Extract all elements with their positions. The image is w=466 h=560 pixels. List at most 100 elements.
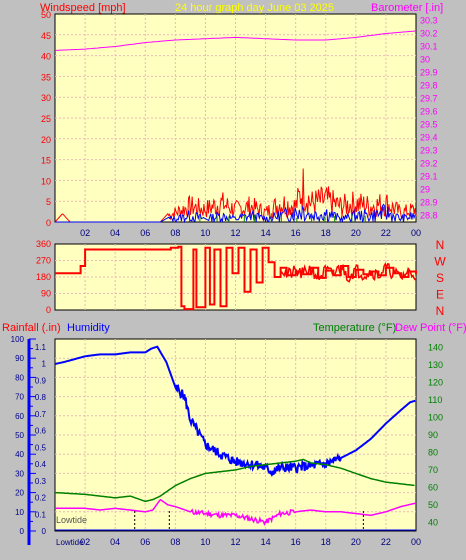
humidity-y-tick-label: 100 (11, 335, 25, 344)
compass-label: S (436, 271, 444, 285)
humidity-y-tick-label: 60 (15, 412, 24, 421)
humidity-y-tick-label: 50 (15, 431, 24, 440)
baro-y-tick-label: 29.7 (420, 94, 438, 104)
temperature-y-tick-label: 120 (428, 378, 443, 388)
wind-y-tick-label: 25 (41, 114, 51, 124)
humidity-y-tick-label: 90 (15, 354, 24, 363)
lowtide-label-axis: Lowtide (56, 538, 84, 547)
windspeed-axis-title: Windspeed [mph] (40, 2, 126, 14)
temperature-y-tick-label: 110 (428, 395, 442, 405)
dewpoint-line (55, 498, 417, 527)
rain-y-tick-label: 0.9 (35, 376, 47, 385)
rain-y-tick-label: 1.1 (35, 343, 47, 352)
baro-y-tick-label: 29.8 (420, 81, 438, 91)
baro-y-tick-label: 29.6 (420, 107, 438, 117)
wind-x-tick-label: 02 (80, 228, 90, 238)
wind-y-tick-label: 5 (46, 197, 51, 207)
barometer-line (54, 30, 417, 51)
humidity-y-tick-label: 30 (15, 469, 24, 478)
compass-label: N (436, 238, 445, 252)
temperature-axis-title: Temperature (°F) (313, 322, 396, 334)
rain-y-tick-label: 0.7 (35, 410, 47, 419)
temperature-line (54, 458, 415, 503)
humidity-y-tick-label: 70 (15, 393, 24, 402)
climate-x-tick-label: 22 (381, 537, 391, 547)
wind-x-tick-label: 18 (321, 228, 331, 238)
wind-y-tick-label: 0 (46, 218, 51, 228)
wind-x-tick-label: 20 (351, 228, 361, 238)
temperature-y-tick-label: 130 (428, 360, 443, 370)
humidity-y-tick-label: 40 (15, 450, 24, 459)
climate-x-tick-label: 18 (321, 537, 331, 547)
climate-x-tick-label: 10 (200, 537, 210, 547)
wind-y-tick-label: 50 (41, 10, 51, 20)
wind-y-tick-label: 30 (41, 93, 51, 103)
wind-x-tick-label: 16 (291, 228, 301, 238)
baro-y-tick-label: 29.3 (420, 146, 438, 156)
baro-y-tick-label: 30.3 (420, 16, 438, 26)
climate-x-tick-label: 00 (411, 537, 421, 547)
rainfall-axis-title: Rainfall (.in) (2, 322, 61, 334)
humidity-y-tick-label: 10 (15, 508, 24, 517)
rain-y-tick-label: 0.3 (35, 477, 47, 486)
compass-label: N (436, 304, 445, 318)
temperature-y-tick-label: 40 (428, 517, 438, 527)
baro-y-tick-label: 30.2 (420, 29, 438, 39)
rain-y-tick-label: 0.2 (35, 494, 47, 503)
climate-x-tick-label: 14 (261, 537, 271, 547)
baro-y-tick-label: 29.1 (420, 172, 438, 182)
rain-y-tick-label: 0.8 (35, 393, 47, 402)
wind-x-tick-label: 12 (230, 228, 240, 238)
rain-y-tick-label: 0.1 (35, 510, 47, 519)
humidity-y-tick-label: 20 (15, 489, 24, 498)
direction-y-tick-label: 360 (36, 239, 51, 249)
humidity-axis-title: Humidity (67, 322, 110, 334)
temperature-y-tick-label: 60 (428, 482, 438, 492)
baro-y-tick-label: 29.5 (420, 120, 438, 130)
direction-y-tick-label: 270 (36, 256, 51, 266)
rain-y-tick-label: 1 (42, 360, 47, 369)
chart-title: 24 hour graph day June 03 2025 (175, 2, 334, 14)
climate-x-tick-label: 16 (291, 537, 301, 547)
windgust-line (55, 203, 416, 224)
rain-y-tick-label: 0.6 (35, 427, 47, 436)
dewpoint-axis-title: Dew Point (°F) (395, 322, 466, 334)
baro-y-tick-label: 29.9 (420, 68, 438, 78)
baro-y-tick-label: 30.1 (420, 42, 438, 52)
direction-y-tick-label: 0 (46, 305, 51, 315)
climate-x-tick-label: 06 (140, 537, 150, 547)
lowtide-label: Lowtide (56, 515, 87, 525)
climate-x-tick-label: 02 (80, 537, 90, 547)
barometer-axis-title: Barometer [.in] (371, 2, 443, 14)
wind-x-tick-label: 10 (200, 228, 210, 238)
wind-y-tick-label: 10 (41, 176, 51, 186)
baro-y-tick-label: 30 (420, 55, 430, 65)
baro-y-tick-label: 29.4 (420, 133, 438, 143)
rain-y-tick-label: 0 (42, 527, 47, 536)
baro-y-tick-label: 28.8 (420, 211, 438, 221)
climate-x-tick-label: 12 (230, 537, 240, 547)
temperature-y-tick-label: 100 (428, 413, 443, 423)
humidity-line (54, 345, 416, 478)
direction-y-tick-label: 90 (41, 289, 51, 299)
rain-y-tick-label: 0.5 (35, 443, 47, 452)
wind-y-tick-label: 20 (41, 135, 51, 145)
humidity-y-tick-label: 0 (20, 527, 25, 536)
wind-y-tick-label: 40 (41, 52, 51, 62)
wind-y-tick-label: 35 (41, 72, 51, 82)
humidity-y-tick-label: 80 (15, 373, 24, 382)
climate-x-tick-label: 20 (351, 537, 361, 547)
wind-x-tick-label: 08 (170, 228, 180, 238)
climate-x-tick-label: 04 (110, 537, 120, 547)
direction-y-tick-label: 180 (36, 272, 51, 282)
wind-y-tick-label: 45 (41, 31, 51, 41)
temperature-y-tick-label: 50 (428, 500, 438, 510)
baro-y-tick-label: 29 (420, 185, 430, 195)
compass-label: W (434, 255, 446, 269)
temperature-y-tick-label: 80 (428, 447, 438, 457)
wind-x-tick-label: 04 (110, 228, 120, 238)
wind-x-tick-label: 06 (140, 228, 150, 238)
temperature-y-tick-label: 90 (428, 430, 438, 440)
